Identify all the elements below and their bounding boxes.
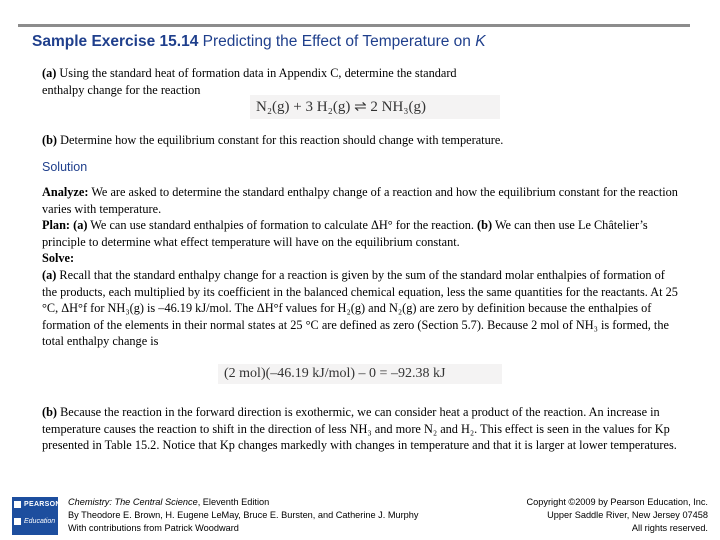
copyright-line: Copyright ©2009 by Pearson Education, In… (526, 497, 708, 507)
address-line: Upper Saddle River, New Jersey 07458 (547, 510, 708, 520)
problem-part-b: (b) Determine how the equilibrium consta… (42, 132, 682, 149)
solve-a-paragraph: (a) Recall that the standard enthalpy ch… (42, 267, 682, 350)
solution-body: Analyze: We are asked to determine the s… (42, 184, 682, 350)
footer: PEARSON Education Chemistry: The Central… (0, 490, 720, 540)
analyze-label: Analyze: (42, 185, 89, 199)
logo-pearson-text: PEARSON (24, 501, 61, 508)
solve-b-text: Because the reaction in the forward dire… (42, 405, 677, 453)
contributions-line: With contributions from Patrick Woodward (68, 523, 239, 533)
book-edition: , Eleventh Edition (197, 497, 270, 507)
solve-label: Solve: (42, 251, 75, 266)
plan-a-text: We can use standard enthalpies of format… (90, 218, 474, 233)
authors-line: By Theodore E. Brown, H. Eugene LeMay, B… (68, 510, 419, 520)
part-b-text: Determine how the equilibrium constant f… (60, 133, 504, 147)
part-a-line1: Using the standard heat of formation dat… (59, 66, 457, 80)
analyze-text: We are asked to determine the standard e… (42, 185, 678, 216)
book-title: Chemistry: The Central Science (68, 497, 198, 507)
part-b-tag: (b) (42, 133, 58, 147)
title-text: Predicting the Effect of Temperature on (202, 33, 476, 50)
exercise-label: Sample Exercise 15.14 (32, 33, 199, 50)
page-title: Sample Exercise 15.14 Predicting the Eff… (32, 33, 486, 51)
book-line: Chemistry: The Central Science, Eleventh… (68, 496, 419, 509)
plan-paragraph: Plan: (a) We can use standard enthalpies… (42, 217, 682, 250)
solve-a-tag: (a) (42, 267, 57, 282)
enthalpy-calculation: (2 mol)(–46.19 kJ/mol) – 0 = –92.38 kJ (218, 364, 502, 384)
book-credits: Chemistry: The Central Science, Eleventh… (68, 496, 419, 535)
reaction-equation: N₂(g) + 3 H₂(g) ⇌ 2 NH₃(g) (250, 95, 500, 119)
rights-line: All rights reserved. (631, 523, 708, 533)
solve-a-text: Recall that the standard enthalpy change… (42, 267, 678, 349)
solve-label-line: Solve: (42, 250, 682, 267)
plan-b-tag: (b) (477, 218, 493, 233)
solution-heading: Solution (42, 160, 88, 174)
copyright-block: Copyright ©2009 by Pearson Education, In… (527, 496, 708, 535)
pearson-logo: PEARSON Education (12, 497, 61, 535)
plan-label: Plan: (42, 218, 71, 233)
plan-b-text: We can then use Le Châtelier’s principle… (42, 218, 648, 249)
plan-a-tag: (a) (73, 218, 88, 233)
logo-square-icon (14, 501, 21, 508)
problem-part-a: (a) Using the standard heat of formation… (42, 65, 682, 98)
analyze-paragraph: Analyze: We are asked to determine the s… (42, 184, 682, 217)
solve-b-tag: (b) (42, 405, 58, 419)
logo-square-icon (14, 518, 21, 525)
part-a-tag: (a) (42, 66, 57, 80)
title-variable: K (475, 33, 486, 50)
part-a-line2: enthalpy change for the reaction (42, 82, 201, 97)
solve-b-paragraph: (b) Because the reaction in the forward … (42, 404, 682, 454)
logo-education-text: Education (24, 518, 56, 525)
top-rule (18, 24, 690, 27)
